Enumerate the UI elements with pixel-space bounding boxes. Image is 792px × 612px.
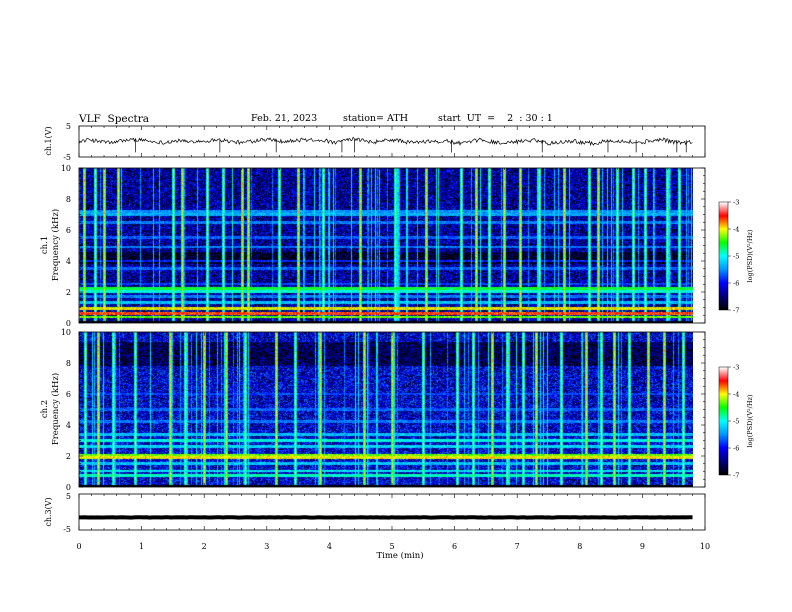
station-label: station= ATH [343, 113, 408, 124]
time-tick-label: 9 [640, 542, 645, 551]
freq-tick-label: 0 [66, 319, 71, 328]
time-tick-label: 1 [139, 542, 144, 551]
time-tick-label: 7 [515, 542, 520, 551]
time-axis-ticks [78, 126, 706, 530]
colorbar-tick-label: -6 [733, 280, 739, 288]
ch2-spectrogram-panel: 0 2 4 6 8 10 ch.2 Frequency (kHz) [40, 328, 706, 492]
colorbar-tick-label: -7 [733, 472, 739, 480]
freq-tick-label: 6 [66, 390, 71, 399]
ch1-waveform-spikes [134, 139, 687, 153]
ch1-freq-ylabel: Frequency (kHz) [50, 209, 61, 281]
ch1-ylabel: ch.1(V) [44, 126, 53, 155]
freq-tick-label: 10 [61, 328, 71, 337]
ch1-spectrogram-panel: 0 2 4 6 8 10 ch.1 Frequency (kHz) [40, 164, 706, 328]
ch2-colorbar-gradient [719, 367, 728, 475]
ch2-channel-label: ch.2 [40, 400, 50, 418]
start-time-label: start UT = 2 : 30 : 1 [438, 113, 553, 124]
freq-tick-label: 6 [66, 226, 71, 235]
ch3-ytick-neg5: -5 [63, 525, 71, 534]
time-tick-label: 6 [452, 542, 457, 551]
time-axis-label: Time (min) [376, 550, 423, 561]
ch2-freq-ylabel: Frequency (kHz) [50, 373, 61, 445]
ch3-ylabel: ch.3(V) [44, 497, 53, 526]
ch1-waveform-panel: 5 -5 ch.1(V) [44, 122, 706, 162]
ch2-colorbar: -3 -4 -5 -6 -7 log(PSD)(V²/Hz) [718, 364, 754, 480]
ch1-colorbar: -3 -4 -5 -6 -7 log(PSD)(V²/Hz) [718, 199, 754, 315]
ch1-ytick-5: 5 [66, 122, 71, 131]
freq-tick-label: 10 [61, 164, 71, 173]
colorbar-tick-label: -4 [733, 226, 739, 234]
freq-tick-label: 4 [66, 257, 71, 266]
ch2-freq-ticks: 0 2 4 6 8 10 [61, 328, 705, 492]
ch1-colorbar-holder [719, 202, 728, 310]
ch1-colorbar-ticks: -3 -4 -5 -6 -7 [728, 199, 739, 315]
time-tick-label: 4 [327, 542, 332, 551]
ch1-colorbar-gradient [719, 202, 728, 310]
time-tick-label: 0 [76, 542, 81, 551]
time-tick-label: 5 [389, 542, 394, 551]
ch1-spectrogram-holder [79, 168, 693, 323]
ch1-waveform-trace [78, 136, 693, 147]
freq-tick-label: 4 [66, 421, 71, 430]
colorbar-tick-label: -5 [733, 253, 739, 261]
ch1-spectrogram [79, 168, 693, 323]
ch1-colorbar-label: log(PSD)(V²/Hz) [746, 229, 754, 282]
colorbar-tick-label: -3 [733, 364, 739, 372]
ch2-colorbar-holder [719, 367, 728, 475]
colorbar-tick-label: -4 [733, 391, 739, 399]
chart-title: VLF Spectra [79, 113, 150, 125]
ch1-ytick-neg5: -5 [63, 153, 71, 162]
freq-tick-label: 2 [66, 288, 71, 297]
ch2-colorbar-ticks: -3 -4 -5 -6 -7 [728, 364, 739, 480]
colorbar-tick-label: -5 [733, 418, 739, 426]
time-tick-label: 10 [700, 542, 710, 551]
ch3-waveform-panel: 5 -5 ch.3(V) [44, 492, 706, 534]
time-tick-label: 2 [202, 542, 207, 551]
time-axis-tick-labels: 0 1 2 3 4 5 6 7 8 9 10 [76, 542, 710, 551]
ch2-colorbar-label: log(PSD)(V²/Hz) [746, 394, 754, 447]
time-tick-label: 3 [264, 542, 269, 551]
ch1-freq-ticks: 0 2 4 6 8 10 [61, 164, 705, 328]
freq-tick-label: 8 [66, 195, 71, 204]
ch3-ytick-5: 5 [66, 492, 71, 501]
time-tick-label: 8 [577, 542, 582, 551]
ch3-waveform-frame [78, 493, 706, 531]
colorbar-tick-label: -6 [733, 445, 739, 453]
date-label: Feb. 21, 2023 [251, 113, 318, 124]
colorbar-tick-label: -3 [733, 199, 739, 207]
freq-tick-label: 0 [66, 483, 71, 492]
ch2-spectrogram [79, 332, 693, 487]
colorbar-tick-label: -7 [733, 307, 739, 315]
freq-tick-label: 2 [66, 452, 71, 461]
freq-tick-label: 8 [66, 359, 71, 368]
ch1-channel-label: ch.1 [40, 236, 50, 254]
ch2-spectrogram-holder [79, 332, 693, 487]
